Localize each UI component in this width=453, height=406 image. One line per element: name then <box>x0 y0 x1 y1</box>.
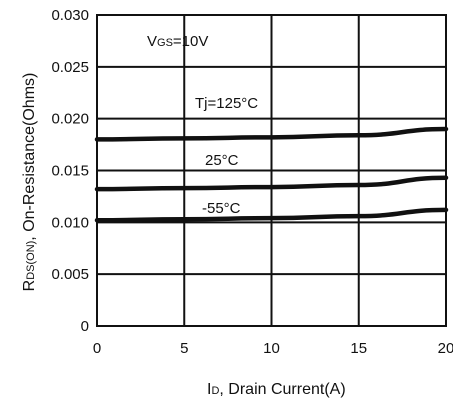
y-axis-label-sub: DS(ON) <box>25 241 37 280</box>
x-tick-label-0: 0 <box>93 340 101 357</box>
y-tick-label-3: 0.015 <box>51 163 89 180</box>
y-tick-label-4: 0.020 <box>51 111 89 128</box>
series-line-1 <box>94 175 449 192</box>
series-label-0: Tj=125°C <box>195 95 258 112</box>
series-label-1: 25°C <box>205 152 239 169</box>
y-axis-label-rest: , On-Resistance(Ohms) <box>21 73 38 241</box>
y-axis-label-main: R <box>21 280 38 292</box>
condition-sub: GS <box>157 37 173 49</box>
condition-label: VGS=10V <box>147 33 208 50</box>
y-tick-label-5: 0.025 <box>51 59 89 76</box>
x-tick-label-1: 5 <box>180 340 188 357</box>
y-tick-label-1: 0.005 <box>51 266 89 283</box>
y-axis-label: RDS(ON), On-Resistance(Ohms) <box>21 73 38 292</box>
series-label-2: -55°C <box>202 200 241 217</box>
x-tick-label-3: 15 <box>350 340 367 357</box>
x-tick-labels: 0 5 10 15 20 <box>93 340 453 357</box>
x-axis-label-rest: , Drain Current(A) <box>219 381 345 398</box>
x-axis-label-main: I <box>207 381 211 398</box>
x-tick-label-2: 10 <box>263 340 280 357</box>
condition-rest: =10V <box>173 33 208 50</box>
series-labels: Tj=125°C 25°C -55°C <box>195 95 258 217</box>
series-lines <box>94 126 449 223</box>
y-tick-label-2: 0.010 <box>51 214 89 231</box>
grid <box>97 15 446 326</box>
x-tick-label-4: 20 <box>438 340 453 357</box>
condition-main: V <box>147 33 157 50</box>
y-tick-label-6: 0.030 <box>51 7 89 24</box>
x-axis-label-sub: D <box>211 385 219 397</box>
series-line-0 <box>94 126 449 142</box>
series-line-2 <box>94 207 449 223</box>
y-tick-labels: 0 0.005 0.010 0.015 0.020 0.025 0.030 <box>51 7 89 335</box>
x-axis-label: ID, Drain Current(A) <box>207 381 346 398</box>
y-tick-label-0: 0 <box>81 318 89 335</box>
plot-frame <box>96 14 447 327</box>
